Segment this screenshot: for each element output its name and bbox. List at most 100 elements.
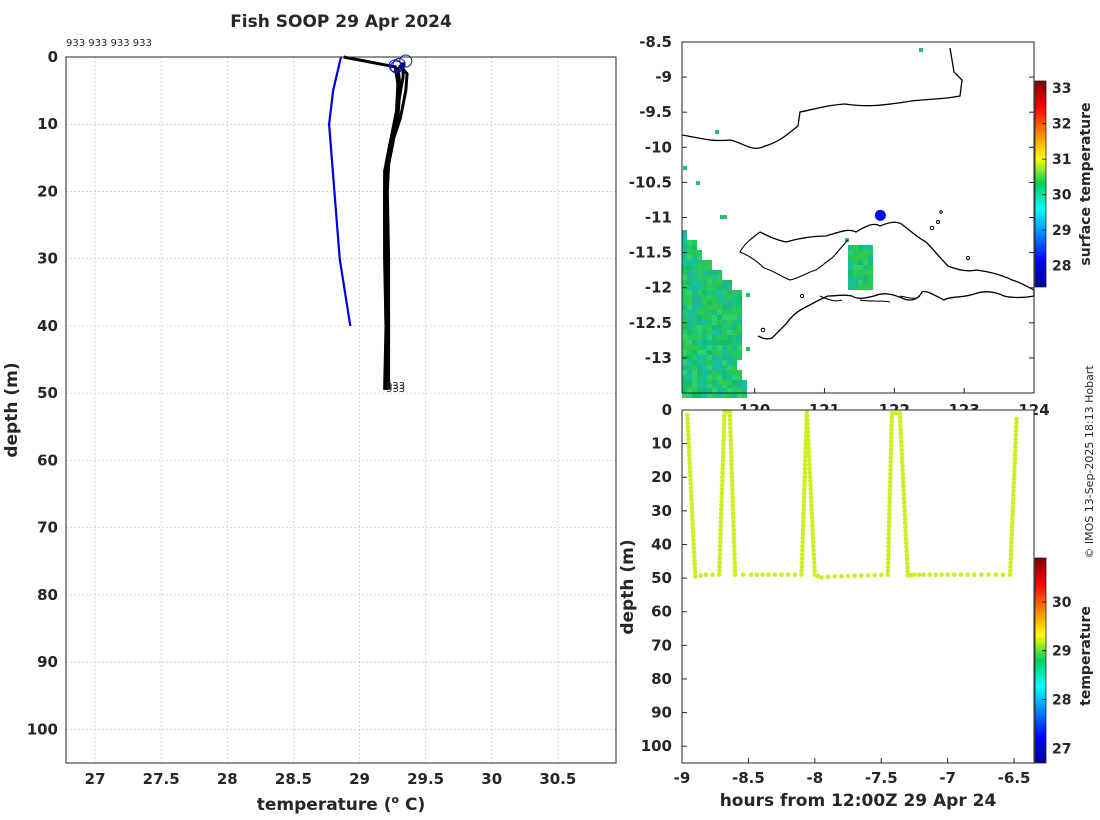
sst-pixel — [702, 265, 707, 270]
sst-pixel — [687, 370, 692, 375]
timeseries-sample-point — [898, 439, 904, 445]
sst-pixel — [702, 260, 707, 265]
sst-pixel — [919, 48, 923, 52]
timeseries-sample-point — [1013, 424, 1019, 430]
sst-pixel — [727, 370, 732, 375]
timeseries-sample-point — [729, 466, 734, 472]
timeseries-sample-point — [718, 535, 723, 541]
sst-pixel — [707, 355, 712, 360]
timeseries-sample-point — [732, 556, 737, 561]
sst-pixel — [868, 275, 873, 280]
timeseries-sample-point — [720, 474, 725, 480]
sst-pixel — [687, 245, 692, 250]
sst-pixel — [707, 265, 712, 270]
timeseries-sample-point — [1009, 532, 1015, 538]
sst-pixel — [727, 360, 732, 365]
timeseries-sample-point — [898, 431, 904, 436]
timeseries-sample-point — [685, 428, 691, 434]
map-colorbar-label: surface temperature — [1078, 102, 1094, 265]
timeseries-sample-point — [728, 450, 734, 455]
sst-pixel — [717, 350, 722, 355]
sst-pixel — [687, 240, 692, 245]
sst-pixel — [702, 315, 707, 320]
timeseries-background — [682, 410, 1034, 763]
sst-pixel — [863, 265, 868, 270]
timeseries-sample-point — [889, 415, 895, 420]
sst-pixel — [697, 280, 702, 285]
sst-pixel — [697, 330, 702, 335]
sst-pixel — [707, 280, 712, 285]
sst-pixel — [737, 320, 742, 325]
timeseries-sample-point — [902, 504, 907, 509]
timeseries-sample-point — [692, 566, 698, 571]
sst-pixel — [853, 265, 858, 270]
sst-pixel — [682, 375, 687, 380]
sst-pixel — [858, 260, 863, 265]
timeseries-sample-point — [806, 450, 812, 455]
timeseries-sample-point — [719, 490, 725, 496]
timeseries-sample-point — [808, 490, 814, 496]
sst-pixel — [722, 330, 727, 335]
profile-y-tick-label: 100 — [27, 720, 58, 738]
timeseries-sample-point — [690, 517, 695, 523]
sst-pixel — [868, 260, 873, 265]
sst-pixel — [692, 365, 697, 370]
timeseries-sample-point — [731, 527, 736, 533]
sst-pixel — [692, 360, 697, 365]
timeseries-sample-point — [1010, 504, 1016, 510]
sst-pixel — [692, 250, 697, 255]
timeseries-sample-point — [1009, 536, 1014, 542]
timeseries-sample-point — [886, 519, 892, 525]
timeseries-x-tick-label: -8 — [806, 769, 823, 787]
sst-pixel — [712, 290, 717, 295]
timeseries-sample-point — [888, 451, 894, 457]
sst-pixel — [868, 250, 873, 255]
sst-pixel — [687, 320, 692, 325]
sst-pixel — [682, 245, 687, 250]
timeseries-sample-point — [900, 463, 905, 469]
sst-pixel — [692, 260, 697, 265]
timeseries-sample-point — [692, 574, 698, 579]
sst-pixel — [692, 380, 697, 385]
sst-pixel — [853, 245, 858, 250]
timeseries-sample-point — [691, 537, 696, 543]
timeseries-sample-point — [986, 572, 991, 578]
sst-pixel — [692, 300, 697, 305]
sst-pixel — [717, 285, 722, 290]
sst-pixel — [727, 295, 732, 300]
sst-pixel — [737, 388, 742, 393]
sst-pixel — [732, 305, 737, 310]
timeseries-sample-point — [1010, 516, 1015, 522]
sst-pixel — [702, 375, 707, 380]
timeseries-sample-point — [732, 547, 737, 553]
profile-y-tick-label: 30 — [37, 250, 58, 268]
map-colorbar-tick-label: 31 — [1052, 152, 1071, 168]
sst-pixel — [683, 166, 687, 170]
sst-pixel — [732, 388, 737, 393]
sst-pixel — [727, 335, 732, 340]
sst-pixel — [682, 235, 687, 240]
timeseries-sample-point — [801, 511, 806, 516]
timeseries-sample-point — [979, 572, 984, 578]
map-y-tick-label: -9.5 — [639, 103, 672, 121]
timeseries-sample-point — [808, 486, 813, 492]
timeseries-sample-point — [799, 556, 805, 561]
profile-y-tick-label: 10 — [37, 115, 58, 133]
timeseries-sample-point — [812, 564, 817, 569]
timeseries-sample-point — [732, 560, 738, 565]
timeseries-sample-point — [900, 471, 906, 477]
sst-pixel — [727, 380, 732, 385]
sst-pixel — [707, 350, 712, 355]
timeseries-sample-point — [912, 572, 917, 578]
timeseries-sample-point — [754, 572, 760, 578]
sst-pixel — [717, 305, 722, 310]
timeseries-sample-point — [802, 474, 808, 480]
sst-pixel — [732, 295, 737, 300]
sst-pixel — [717, 315, 722, 320]
sst-pixel — [732, 385, 737, 390]
sst-pixel — [687, 393, 692, 398]
timeseries-sample-point — [802, 478, 807, 484]
timeseries-sample-point — [729, 474, 735, 480]
sst-pixel — [682, 255, 687, 260]
sst-pixel — [687, 388, 692, 393]
